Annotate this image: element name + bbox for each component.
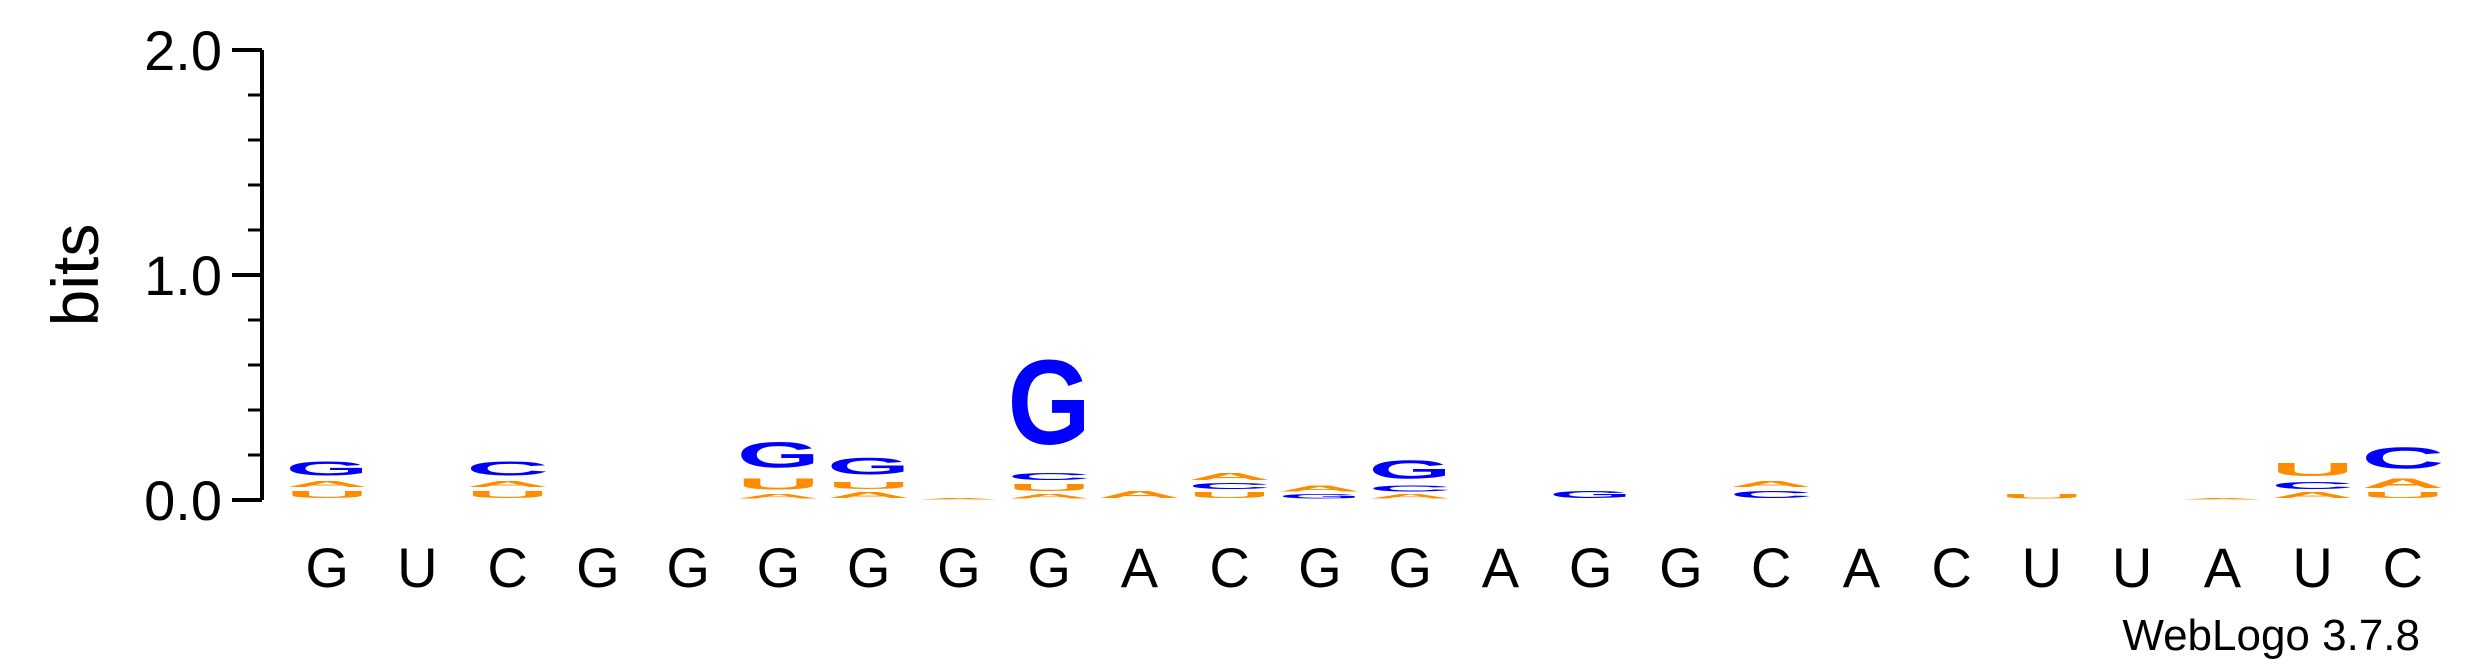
logo-letter: A xyxy=(737,493,820,500)
x-tick-label: G xyxy=(576,536,620,599)
x-tick-label: U xyxy=(2292,536,2332,599)
logo-letter: U xyxy=(2271,460,2354,480)
logo-letter: G xyxy=(737,435,820,475)
x-tick-label: G xyxy=(666,536,710,599)
y-axis-label: bits xyxy=(38,224,112,327)
footer-credit: WebLogo 3.7.8 xyxy=(2122,611,2420,660)
x-tick-label: A xyxy=(1121,536,1159,599)
logo-letter: U xyxy=(737,475,820,493)
logo-letter: C xyxy=(1188,482,1271,491)
y-tick-label: 1.0 xyxy=(144,244,222,307)
logo-letter: A xyxy=(827,491,910,500)
x-tick-label: C xyxy=(2383,536,2423,599)
x-tick-label: C xyxy=(1931,536,1971,599)
x-tick-label: U xyxy=(2112,536,2152,599)
logo-letter: U xyxy=(827,480,910,491)
logo-letter: C xyxy=(466,457,549,479)
x-tick-label: A xyxy=(2204,536,2242,599)
logo-letter: C xyxy=(1008,471,1091,482)
x-tick-label: C xyxy=(1209,536,1249,599)
x-tick-label: A xyxy=(1482,536,1520,599)
logo-letter: A xyxy=(2181,498,2264,500)
y-tick-label: 0.0 xyxy=(144,469,222,532)
logo-letter: G xyxy=(286,457,369,479)
logo-letter: C xyxy=(2271,480,2354,491)
x-tick-label: G xyxy=(1027,536,1071,599)
x-tick-label: U xyxy=(397,536,437,599)
y-tick-label: 2.0 xyxy=(144,19,222,82)
x-tick-label: G xyxy=(1388,536,1432,599)
x-tick-label: G xyxy=(757,536,801,599)
logo-letter: G xyxy=(1549,489,1632,500)
logo-letter: A xyxy=(286,480,369,489)
x-tick-label: G xyxy=(1569,536,1613,599)
x-tick-label: C xyxy=(1751,536,1791,599)
logo-letter: A xyxy=(1278,484,1361,493)
logo-letter: A xyxy=(2361,475,2444,491)
logo-letter: A xyxy=(466,480,549,489)
logo-letter: A xyxy=(1730,480,1813,489)
logo-letter: U xyxy=(1188,491,1271,500)
x-tick-label: C xyxy=(487,536,527,599)
logo-letter: G xyxy=(827,453,910,480)
x-tick-label: G xyxy=(305,536,349,599)
logo-letter: U xyxy=(466,489,549,500)
logo-letter: A xyxy=(917,498,1000,500)
axis-layer: 0.0 1.0 2.0 xyxy=(144,19,264,532)
logo-letter: U xyxy=(2000,493,2083,500)
x-tick-label: U xyxy=(2022,536,2062,599)
logo-letter: A xyxy=(2271,491,2354,500)
logo-letter: U xyxy=(286,489,369,500)
logo-letter: G xyxy=(1008,336,1091,470)
logo-letter: C xyxy=(1730,489,1813,500)
x-tick-label: A xyxy=(1843,536,1881,599)
logo-letter: G xyxy=(1278,493,1361,500)
x-tick-label: G xyxy=(937,536,981,599)
x-tick-label: G xyxy=(847,536,891,599)
logo-letter: U xyxy=(2361,491,2444,500)
logo-letter: C xyxy=(2361,441,2444,475)
logo-letter: A xyxy=(1098,489,1181,500)
logo-letter: A xyxy=(1008,493,1091,500)
x-tick-label: G xyxy=(1298,536,1342,599)
logo-letter: A xyxy=(1369,493,1452,500)
logo-letter: C xyxy=(1369,484,1452,493)
logo-letter: A xyxy=(1188,471,1271,482)
x-tick-label: G xyxy=(1659,536,1703,599)
logo-letter: G xyxy=(1369,455,1452,484)
logo-letter: U xyxy=(1008,482,1091,493)
